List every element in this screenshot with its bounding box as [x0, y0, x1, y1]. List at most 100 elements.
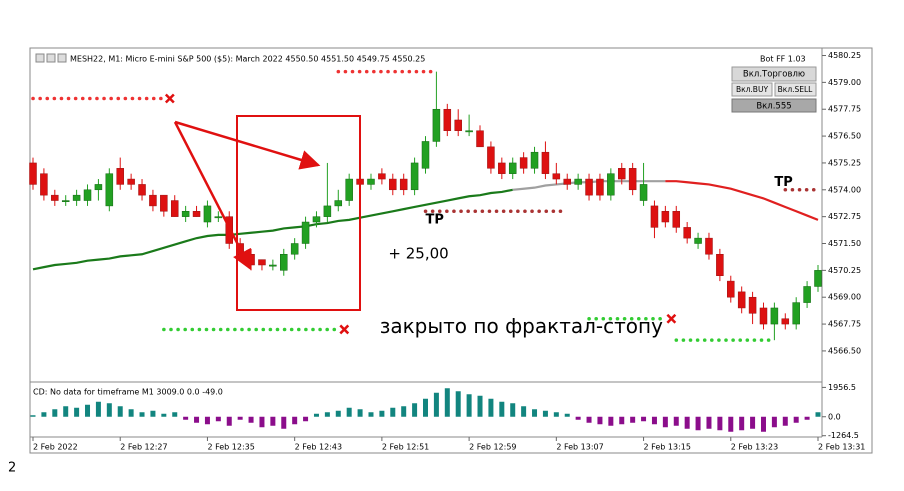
candle-body — [378, 173, 386, 180]
candle-body — [607, 173, 615, 196]
moving-average — [665, 180, 819, 221]
candle-body — [759, 307, 768, 325]
histogram-bar — [444, 388, 450, 417]
histogram-bar — [782, 416, 788, 426]
indicator-tick-label: 0.0 — [828, 412, 841, 421]
histogram-bar — [423, 398, 428, 417]
histogram-bar — [521, 406, 527, 417]
annotation: TP — [774, 175, 792, 190]
x-tick-label: 2 Feb 12:27 — [120, 443, 167, 452]
candle-body — [105, 173, 114, 207]
candle-body — [170, 200, 179, 217]
arrow — [173, 121, 252, 271]
candle-body — [94, 184, 103, 191]
histogram-bar — [52, 409, 58, 417]
candle-body — [116, 168, 124, 185]
candle-body — [465, 130, 473, 133]
histogram-bar — [641, 416, 647, 422]
histogram-bar — [41, 412, 47, 417]
histogram-bar — [226, 416, 232, 426]
button-label[interactable]: Вкл.SELL — [778, 85, 814, 94]
histogram-bar — [815, 412, 821, 417]
histogram-bar — [662, 416, 668, 428]
candle-body — [29, 162, 37, 185]
histogram-bar — [150, 410, 156, 417]
histogram-bar — [477, 395, 483, 417]
indicator-tick-label: -1264.5 — [828, 431, 859, 440]
candle-body — [443, 108, 452, 131]
candle-body — [410, 162, 419, 191]
histogram-bar — [117, 406, 123, 417]
candle-body — [280, 253, 288, 271]
y-tick-label: 4577.75 — [828, 105, 861, 114]
icon — [57, 53, 67, 63]
button-label[interactable]: Вкл.Торговлю — [743, 70, 805, 80]
histogram-bar — [128, 409, 134, 417]
candle-body — [519, 157, 528, 169]
y-tick-label: 4574.00 — [828, 185, 861, 194]
histogram-bar — [281, 416, 287, 429]
x-tick-label: 2 Feb 13:07 — [556, 443, 603, 452]
arrow — [174, 120, 321, 170]
candle-body — [705, 237, 713, 255]
button-label[interactable]: Вкл.BUY — [736, 85, 768, 94]
candle-body — [389, 178, 397, 191]
bot-label: Bot FF 1.03 — [760, 55, 806, 64]
histogram-bar — [760, 416, 766, 432]
candle-body — [290, 243, 299, 255]
histogram-bar — [30, 415, 36, 417]
candle-body — [683, 227, 691, 239]
histogram-bar — [433, 392, 439, 417]
candle-body — [814, 270, 822, 287]
candle-body — [748, 296, 757, 314]
histogram-bar — [608, 416, 614, 426]
histogram-bar — [499, 401, 505, 417]
y-tick-label: 4580.25 — [828, 51, 861, 60]
histogram-bar — [739, 416, 745, 431]
histogram-bar — [292, 416, 298, 425]
button[interactable] — [731, 66, 817, 82]
histogram-bar — [619, 416, 625, 425]
button[interactable] — [731, 82, 773, 97]
y-tick-label: 4571.50 — [828, 239, 861, 248]
candle-body — [421, 141, 430, 169]
histogram-bar — [346, 407, 352, 417]
candle-body — [552, 173, 561, 180]
button[interactable] — [774, 82, 817, 97]
candle-body — [367, 178, 375, 185]
candle-body — [770, 307, 779, 325]
x-tick-label: 2 Feb 12:43 — [295, 443, 342, 452]
histogram-bar — [553, 412, 559, 417]
histogram-bar — [455, 391, 461, 417]
footer-label: 2 — [8, 461, 16, 476]
y-tick-label: 4570.25 — [828, 266, 861, 275]
x-tick-label: 2 Feb 12:59 — [469, 443, 516, 452]
y-tick-label: 4572.75 — [828, 212, 861, 221]
histogram-bar — [194, 416, 200, 423]
histogram-bar — [401, 406, 407, 417]
candle-body — [672, 211, 681, 228]
candle-body — [694, 237, 702, 244]
candle-body — [160, 194, 168, 212]
histogram-bar — [717, 416, 723, 431]
candle-body — [574, 178, 582, 185]
icon — [46, 53, 56, 63]
moving-average — [32, 188, 513, 271]
candle-body — [72, 194, 81, 201]
candle-body — [323, 205, 332, 217]
histogram-bar — [303, 416, 309, 422]
indicator-tick-label: 1956.5 — [828, 383, 856, 392]
histogram-bar — [270, 416, 276, 426]
button-label[interactable]: Вкл.555 — [756, 102, 791, 112]
histogram-bar — [488, 398, 494, 417]
candle-body — [628, 168, 637, 191]
histogram-bar — [695, 416, 701, 431]
histogram-bar — [368, 412, 374, 417]
candle-body — [792, 302, 800, 325]
candle-body — [214, 216, 223, 219]
button[interactable] — [731, 98, 817, 113]
x-tick-label: 2 Feb 2022 — [33, 443, 78, 452]
candle-body — [192, 211, 201, 217]
histogram-bar — [575, 416, 581, 420]
y-tick-label: 4569.00 — [828, 293, 861, 302]
